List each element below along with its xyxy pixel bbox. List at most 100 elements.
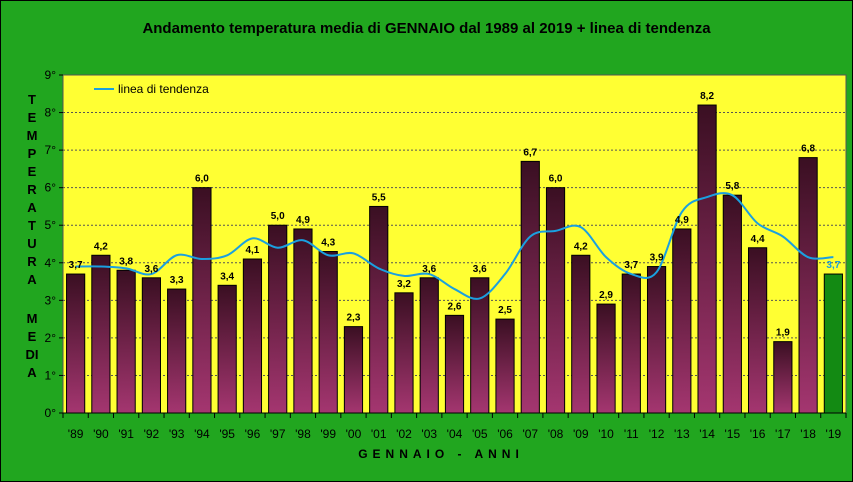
x-tick-label: '93 [169, 427, 185, 441]
x-tick-label: '94 [194, 427, 210, 441]
x-tick-label: '91 [118, 427, 134, 441]
value-label: 6,0 [549, 174, 563, 185]
bar [672, 228, 692, 414]
bar [621, 273, 641, 414]
value-label: 3,2 [397, 279, 411, 290]
value-label: 3,4 [220, 271, 234, 282]
bar [596, 303, 616, 414]
bar [722, 194, 742, 414]
y-tick-label: 1° [45, 368, 57, 382]
x-tick-label: '15 [725, 427, 741, 441]
x-tick-label: '01 [371, 427, 387, 441]
value-label: 4,2 [574, 241, 588, 252]
value-label: 3,3 [170, 275, 184, 286]
x-tick-label: '92 [144, 427, 160, 441]
bar [545, 187, 566, 414]
value-label: 2,6 [448, 301, 462, 312]
bar [217, 284, 237, 414]
trend-line [75, 192, 834, 300]
x-tick-label: '13 [674, 427, 690, 441]
value-label: 5,8 [725, 181, 739, 192]
x-tick-label: '00 [346, 427, 362, 441]
x-tick-label: '18 [800, 427, 816, 441]
bar [167, 288, 187, 414]
bar [419, 277, 439, 414]
value-label: 4,4 [751, 234, 765, 245]
bar [444, 314, 465, 414]
x-tick-label: '08 [548, 427, 564, 441]
bar [91, 254, 111, 414]
x-tick-label: '99 [320, 427, 336, 441]
y-tick-label: 5° [45, 218, 57, 232]
value-label: 4,1 [245, 245, 259, 256]
x-tick-label: '02 [396, 427, 412, 441]
bar [697, 104, 717, 414]
y-tick-label: 2° [45, 331, 57, 345]
value-label: 3,8 [119, 256, 133, 267]
y-tick-label: 8° [45, 106, 57, 120]
y-axis-title-top: TEMPERATURA [26, 92, 38, 287]
x-tick-label: '97 [270, 427, 286, 441]
y-tick-label: 7° [45, 143, 57, 157]
bar [394, 292, 414, 414]
x-tick-label: '95 [219, 427, 235, 441]
x-tick-label: '06 [497, 427, 513, 441]
x-tick-label: '03 [421, 427, 437, 441]
x-tick-label: '11 [624, 427, 639, 441]
bar [318, 251, 338, 414]
bar [571, 254, 591, 414]
value-label: 3,6 [144, 264, 158, 275]
value-label: 5,5 [372, 192, 386, 203]
bar [369, 205, 389, 414]
value-label: 3,6 [422, 264, 436, 275]
y-axis-title-bottom: MEDIA [25, 311, 39, 380]
value-label: 1,9 [776, 328, 790, 339]
value-label: 4,9 [675, 215, 689, 226]
value-label: 4,2 [94, 241, 108, 252]
bar [242, 258, 263, 414]
x-tick-label: '16 [750, 427, 766, 441]
x-tick-label: '14 [699, 427, 715, 441]
value-label: 3,7 [826, 260, 840, 271]
x-tick-label: '09 [573, 427, 589, 441]
value-label: 4,9 [296, 215, 310, 226]
x-tick-label: '17 [775, 427, 791, 441]
x-tick-label: '89 [68, 427, 84, 441]
bar [773, 341, 793, 414]
x-tick-label: '05 [472, 427, 488, 441]
x-tick-label: '96 [245, 427, 261, 441]
bar [495, 318, 515, 414]
bar [116, 269, 136, 414]
x-tick-label: '90 [93, 427, 109, 441]
value-label: 2,5 [498, 305, 512, 316]
x-tick-label: '12 [649, 427, 665, 441]
bar [293, 228, 313, 414]
value-label: 3,7 [69, 260, 83, 271]
value-label: 2,3 [347, 313, 361, 324]
value-label: 3,9 [650, 253, 664, 264]
value-label: 3,6 [473, 264, 487, 275]
value-label: 5,0 [271, 211, 285, 222]
x-axis-title: GENNAIO - ANNI [358, 447, 524, 461]
bar [268, 224, 288, 414]
bar [748, 247, 768, 414]
bar [66, 273, 86, 414]
y-tick-label: 6° [45, 181, 57, 195]
value-label: 6,0 [195, 174, 209, 185]
y-tick-label: 9° [45, 68, 57, 82]
legend-label: linea di tendenza [118, 82, 209, 96]
value-label: 6,8 [801, 144, 815, 155]
value-label: 6,7 [523, 147, 537, 158]
x-tick-label: '98 [295, 427, 311, 441]
bar [646, 266, 667, 414]
y-tick-label: 4° [45, 256, 57, 270]
y-tick-label: 3° [45, 293, 57, 307]
chart-title: Andamento temperatura media di GENNAIO d… [142, 20, 711, 37]
bar [520, 160, 540, 414]
x-tick-label: '10 [598, 427, 614, 441]
bar [823, 273, 843, 414]
bar [798, 157, 818, 414]
value-label: 3,7 [624, 260, 638, 271]
y-tick-label: 0° [45, 406, 57, 420]
